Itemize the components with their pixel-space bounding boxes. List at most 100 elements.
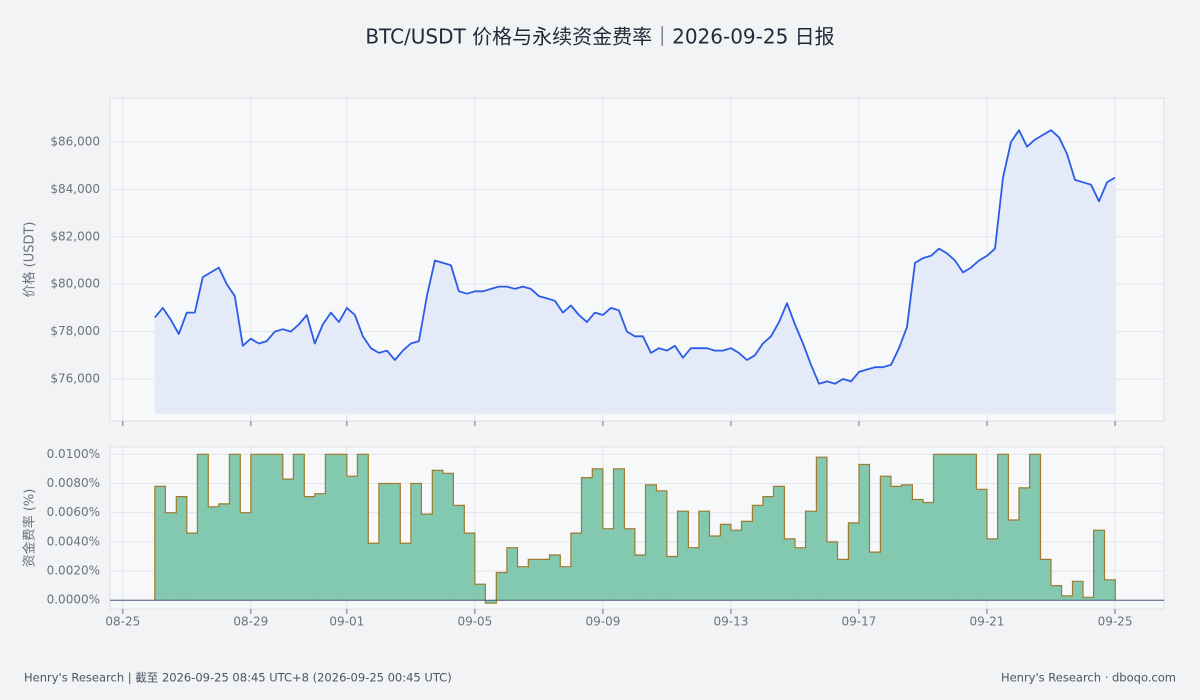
- funding-bar: [656, 490, 668, 601]
- funding-bar: [304, 496, 316, 601]
- y-tick-label: $82,000: [50, 229, 100, 243]
- funding-bar: [293, 454, 305, 601]
- funding-bar: [314, 493, 326, 601]
- funding-bar: [997, 454, 1009, 601]
- price-line: [154, 129, 1116, 385]
- funding-bar: [848, 522, 860, 601]
- funding-bar: [624, 528, 636, 601]
- funding-bar: [709, 536, 721, 601]
- funding-bar: [506, 547, 518, 601]
- funding-bar: [570, 533, 582, 601]
- y-tick-label: 0.0100%: [47, 447, 100, 461]
- y-tick-label: 0.0020%: [47, 564, 100, 578]
- funding-bar: [165, 512, 177, 601]
- funding-bar: [368, 543, 380, 601]
- y-axis-label: 资金费率 (%): [22, 489, 38, 568]
- funding-bar: [560, 566, 572, 601]
- funding-bar: [677, 511, 689, 601]
- funding-bar: [869, 552, 881, 601]
- y-tick-label: $76,000: [50, 372, 100, 386]
- y-tick-label: 0.0080%: [47, 476, 100, 490]
- funding-bar: [613, 468, 625, 601]
- funding-bar: [538, 559, 550, 601]
- funding-bar: [858, 464, 870, 601]
- funding-bar: [965, 454, 977, 601]
- funding-bar: [773, 486, 785, 601]
- x-tick-label: 09-01: [329, 615, 364, 629]
- funding-bar: [282, 479, 294, 601]
- funding-bar: [336, 454, 348, 601]
- y-tick-label: $86,000: [50, 135, 100, 149]
- funding-bar: [208, 506, 220, 601]
- funding-bar: [645, 484, 657, 601]
- funding-bar: [602, 528, 614, 601]
- funding-bar: [325, 454, 337, 601]
- funding-bar: [410, 483, 422, 601]
- funding-bar: [1019, 487, 1030, 601]
- x-tick-label: 09-05: [457, 615, 492, 629]
- funding-bar: [176, 496, 188, 601]
- funding-bar: [1008, 519, 1020, 601]
- funding-bar: [837, 559, 849, 601]
- funding-bar: [954, 454, 966, 601]
- y-tick-label: $78,000: [50, 324, 100, 338]
- funding-bar: [549, 555, 561, 601]
- funding-bar: [912, 499, 924, 601]
- funding-bar: [720, 524, 732, 601]
- funding-bar: [421, 514, 433, 601]
- funding-bar: [197, 454, 209, 601]
- x-tick-label: 08-29: [233, 615, 268, 629]
- footer-right: Henry's Research · dboqo.com: [1001, 671, 1176, 685]
- funding-bar: [816, 457, 828, 601]
- funding-bar: [1083, 597, 1094, 601]
- y-axis-label: 价格 (USDT): [22, 222, 38, 298]
- funding-bar: [666, 556, 678, 601]
- funding-bar: [474, 584, 486, 601]
- funding-bar: [634, 555, 646, 601]
- funding-bar: [218, 503, 230, 601]
- funding-bar: [496, 572, 508, 601]
- funding-bar: [229, 454, 241, 601]
- funding-bar: [453, 505, 465, 601]
- funding-bar: [272, 454, 284, 601]
- x-tick-label: 09-21: [970, 615, 1005, 629]
- x-tick-label: 09-13: [714, 615, 749, 629]
- funding-bar: [901, 484, 913, 601]
- funding-bar: [240, 512, 252, 601]
- funding-bar: [186, 533, 198, 601]
- footer-left: Henry's Research | 截至 2026-09-25 08:45 U…: [24, 671, 452, 685]
- funding-bar: [880, 476, 892, 601]
- funding-bar: [1093, 530, 1105, 601]
- funding-bar: [762, 496, 774, 601]
- funding-bar: [154, 486, 166, 601]
- funding-bar: [1040, 559, 1052, 601]
- y-tick-label: $80,000: [50, 277, 100, 291]
- funding-bar: [1029, 454, 1041, 601]
- x-tick-label: 08-25: [105, 615, 140, 629]
- x-tick-label: 09-25: [1098, 615, 1133, 629]
- area-fill: [154, 130, 1116, 414]
- funding-bar: [261, 454, 273, 601]
- funding-bar: [698, 511, 710, 601]
- funding-bar: [592, 468, 604, 601]
- funding-bar: [250, 454, 262, 601]
- funding-bar: [1104, 579, 1116, 601]
- funding-bar: [688, 547, 700, 601]
- funding-bar: [933, 454, 945, 601]
- step-outline: [154, 453, 1116, 604]
- funding-bar: [741, 521, 753, 601]
- funding-bar: [890, 486, 902, 601]
- funding-bar: [1051, 585, 1062, 601]
- x-tick-label: 09-09: [585, 615, 620, 629]
- funding-bar: [730, 530, 742, 601]
- funding-bar: [1072, 581, 1084, 601]
- funding-bar: [1061, 595, 1073, 601]
- funding-bar: [805, 511, 817, 601]
- funding-bar: [357, 454, 369, 601]
- x-tick-label: 09-17: [842, 615, 877, 629]
- funding-bar: [794, 547, 806, 601]
- funding-bar: [986, 538, 998, 601]
- funding-bar: [752, 505, 764, 601]
- funding-bar: [442, 473, 454, 601]
